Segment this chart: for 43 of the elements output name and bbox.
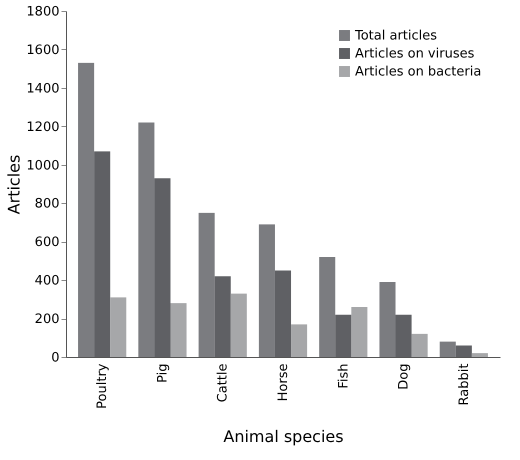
bar [396,314,412,357]
legend-label: Articles on bacteria [355,64,482,80]
x-axis-title: Animal species [223,426,344,446]
y-tick-label: 800 [34,196,60,212]
x-tick-label: Rabbit [456,364,472,406]
bar [258,224,275,357]
bar [214,276,231,357]
y-axis-title: Articles [4,154,24,214]
x-tick-label: Cattle [216,364,231,402]
bar [198,212,215,357]
x-tick-label: Poultry [95,363,110,409]
legend-label: Articles on viruses [355,46,475,62]
x-tick-label: Fish [336,364,352,389]
bar [274,270,292,357]
bar [170,303,187,357]
bar [291,324,308,357]
y-tick-label: 1200 [26,120,60,135]
bar [110,297,126,357]
y-tick-label: 400 [34,274,60,289]
x-tick-label: Horse [276,364,291,402]
bar [472,353,488,357]
y-tick-label: 1000 [26,158,60,174]
bar [94,151,110,357]
bar [335,314,352,357]
bar [230,294,247,357]
bar [440,342,456,357]
y-tick-label: 200 [34,312,60,328]
y-tick-label: 1600 [26,42,60,58]
bar [138,122,154,357]
legend-label: Total articles [354,28,438,44]
bar [412,334,428,357]
x-tick-label: Dog [396,364,412,390]
x-tick-label: Pig [155,364,170,383]
bar [154,178,170,357]
bar [78,62,94,357]
y-tick-label: 0 [51,350,60,366]
bar [456,345,472,357]
bar [319,257,336,357]
y-tick-label: 600 [34,235,60,250]
bar [379,282,396,357]
y-tick-label: 1800 [26,4,60,20]
bar [351,307,368,357]
y-tick-label: 1400 [26,81,60,96]
